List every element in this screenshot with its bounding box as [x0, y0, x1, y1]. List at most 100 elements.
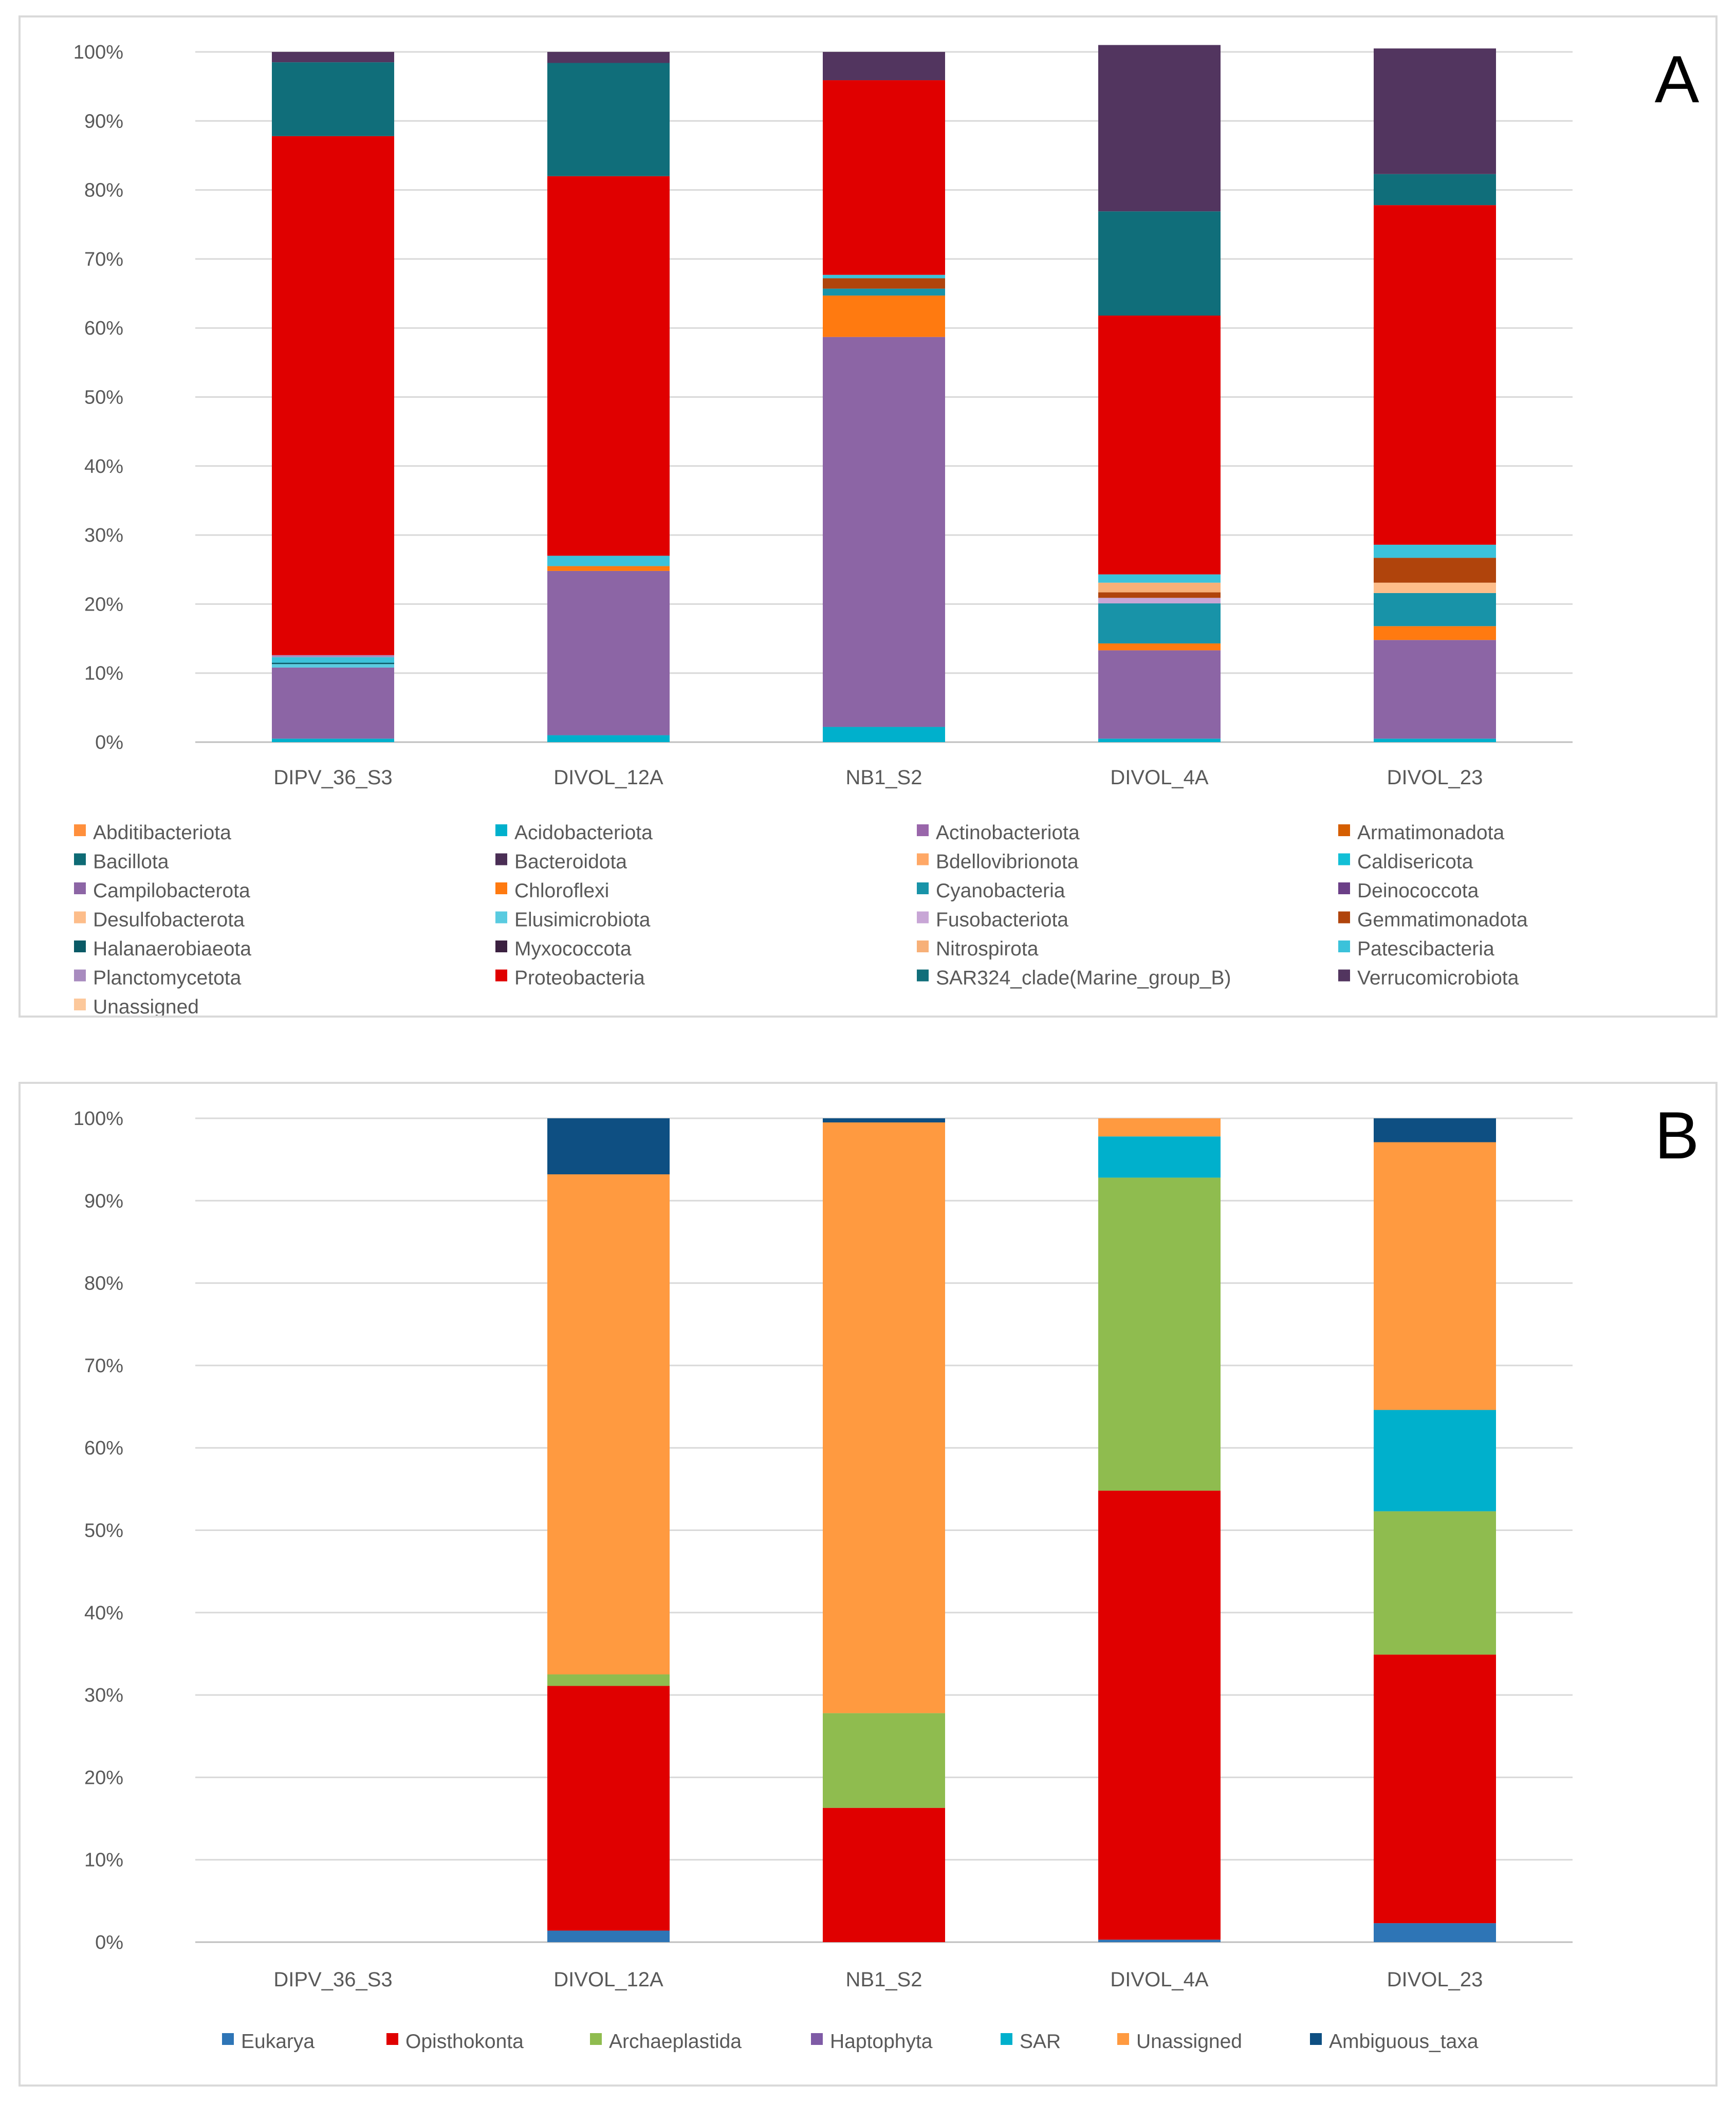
y-tick-label: 100%	[73, 42, 123, 63]
chart-a: 0% 10% 20% 30% 40% 50% 60% 70% 80% 90% 100% DIPV_36…	[73, 42, 1700, 1016]
legend-entry: SAR324_clade(Marine_group_B)	[936, 967, 1231, 989]
bar-segment	[272, 662, 394, 665]
legend-entry: Fusobacteriota	[936, 909, 1068, 931]
legend-entry: Deinococcota	[1357, 880, 1479, 902]
y-tick-label: 20%	[84, 1767, 123, 1788]
bar-segment	[547, 52, 670, 63]
legend-swatch	[1310, 2033, 1322, 2045]
y-tick-label: 80%	[84, 1273, 123, 1295]
legend-entry: Campilobacterota	[93, 880, 250, 902]
bar-segment	[823, 278, 945, 289]
legend-swatch	[590, 2033, 602, 2045]
chart-b: 0% 10% 20% 30% 40% 50% 60% 70% 80% 90% 100% DIPV_36…	[73, 1098, 1700, 2053]
bar-segment	[1374, 1118, 1496, 1142]
panel-a: 0% 10% 20% 30% 40% 50% 60% 70% 80% 90% 100% DIPV_36…	[19, 15, 1717, 1018]
legend-entry: Elusimicrobiota	[514, 909, 651, 931]
bar-segment	[1374, 1511, 1496, 1655]
legend-swatch	[74, 824, 86, 836]
x-category-label: NB1_S2	[846, 1968, 922, 1991]
legend-entry: Verrucomicrobiota	[1357, 967, 1519, 989]
bar-segment	[1098, 574, 1221, 583]
bar-segment	[823, 274, 945, 279]
x-category-label: DIVOL_12A	[553, 1968, 663, 1991]
bar-segment	[547, 566, 670, 571]
legend-entry: Unassigned	[93, 996, 199, 1016]
y-tick-label: 60%	[84, 318, 123, 339]
x-category-label: DIPV_36_S3	[273, 1968, 392, 1991]
bar-segment	[1098, 582, 1221, 593]
bar-segment	[1098, 592, 1221, 598]
bar-segment	[1374, 1654, 1496, 1924]
bar-segment	[823, 80, 945, 275]
legend-swatch	[1338, 853, 1350, 865]
x-category-label: DIVOL_23	[1387, 766, 1483, 789]
y-tick-label: 0%	[95, 732, 123, 753]
bar-segment	[272, 667, 394, 739]
legend-entry: Bdellovibrionota	[936, 851, 1079, 873]
legend-entry: Nitrospirota	[936, 938, 1039, 960]
legend-entry: Myxococcota	[514, 938, 632, 960]
bar-segment	[547, 1930, 670, 1942]
legend-swatch	[1338, 969, 1350, 982]
legend-swatch	[74, 882, 86, 894]
y-tick-label: 40%	[84, 1602, 123, 1624]
bar-segment	[547, 63, 670, 176]
legend-swatch	[495, 940, 507, 952]
bar-segment	[1098, 1177, 1221, 1491]
legend-swatch	[1117, 2033, 1129, 2045]
bar-segment	[823, 1713, 945, 1808]
bar-segment	[1374, 1142, 1496, 1410]
y-tick-label: 10%	[84, 663, 123, 685]
bar-segment	[1374, 739, 1496, 742]
bar-segment	[547, 176, 670, 556]
bar-segment	[547, 1674, 670, 1686]
bar-segment	[1374, 558, 1496, 583]
legend-entry: Chloroflexi	[514, 880, 609, 902]
bar-segment	[547, 1118, 670, 1175]
legend-entry: Cyanobacteria	[936, 880, 1065, 902]
bar-segment	[1374, 544, 1496, 558]
bar-segment	[547, 556, 670, 566]
legend-swatch	[811, 2033, 823, 2045]
y-tick-label: 50%	[84, 387, 123, 409]
legend-entry: Acidobacteriota	[514, 822, 653, 844]
bar-segment	[1098, 1490, 1221, 1940]
legend-entry: Armatimonadota	[1357, 822, 1504, 844]
bar-segment	[1098, 650, 1221, 739]
legend-swatch	[917, 882, 929, 894]
panel-label: A	[1655, 42, 1700, 117]
legend-entry: Actinobacteriota	[936, 822, 1080, 844]
y-tick-label: 70%	[84, 1355, 123, 1377]
legend-swatch	[495, 969, 507, 982]
legend-swatch	[1338, 911, 1350, 924]
legend-swatch	[1338, 882, 1350, 894]
bar-segment	[1374, 582, 1496, 593]
legend-swatch	[495, 853, 507, 865]
bar-segment	[823, 296, 945, 337]
legend-entry: Desulfobacterota	[93, 909, 245, 931]
x-category-label: DIVOL_23	[1387, 1968, 1483, 1991]
legend-swatch	[74, 940, 86, 952]
legend-entry: SAR	[1020, 2031, 1061, 2053]
legend-swatch	[74, 969, 86, 982]
bar-segment	[823, 288, 945, 296]
y-tick-label: 80%	[84, 180, 123, 201]
bar-segment	[1374, 626, 1496, 640]
bar-segment	[1098, 1136, 1221, 1178]
legend-entry: Proteobacteria	[514, 967, 645, 989]
y-tick-label: 20%	[84, 594, 123, 615]
bar-segment	[1374, 205, 1496, 545]
legend-swatch	[74, 911, 86, 924]
legend-entry: Haptophyta	[830, 2031, 933, 2053]
bar-segment	[272, 739, 394, 742]
bar-segment	[1098, 211, 1221, 316]
legend-swatch	[917, 969, 929, 982]
y-tick-label: 90%	[84, 1190, 123, 1212]
bar-segment	[547, 570, 670, 735]
bar-segment	[547, 735, 670, 742]
bar-segment	[272, 655, 394, 657]
legend-swatch	[917, 824, 929, 836]
bar-segment	[1374, 593, 1496, 626]
bar-segment	[823, 1122, 945, 1713]
legend-swatch	[495, 824, 507, 836]
